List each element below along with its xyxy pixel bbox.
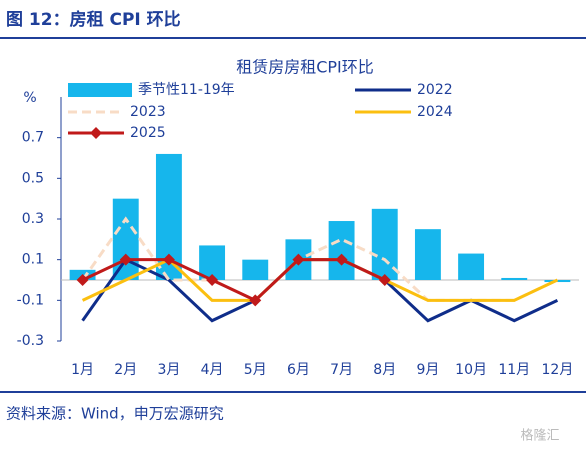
x-tick-label: 6月 [287, 362, 310, 378]
x-tick-label: 3月 [157, 362, 180, 378]
x-tick-label: 9月 [416, 362, 439, 378]
line-series [81, 257, 559, 323]
legend-label: 2023 [130, 104, 166, 120]
watermark: 格隆汇 [520, 428, 559, 444]
y-tick-label: 0.7 [22, 130, 44, 146]
x-tick-label: 12月 [542, 362, 574, 378]
marker [292, 253, 305, 266]
line-series [81, 258, 386, 303]
bar [112, 198, 139, 280]
bar [328, 221, 355, 280]
bar [242, 259, 269, 280]
source: 资料来源：Wind，申万宏源研究 [6, 405, 224, 423]
marker [249, 294, 262, 307]
legend-label: 2024 [417, 104, 453, 120]
marker [335, 253, 348, 266]
chart-title: 租赁房房租CPI环比 [236, 58, 374, 77]
legend-swatch [68, 83, 132, 97]
y-label: % [23, 90, 36, 106]
legend-label: 季节性11-19年 [138, 82, 235, 98]
marker [378, 274, 391, 286]
header-title: 图 12：房租 CPI 环比 [6, 9, 181, 30]
bar [458, 253, 485, 280]
y-tick-label: -0.3 [17, 333, 44, 349]
x-tick-label: 4月 [201, 362, 224, 378]
marker [76, 274, 89, 286]
y-tick-label: 0.5 [22, 170, 44, 186]
x-tick-label: 7月 [330, 362, 353, 378]
legend-label: 2022 [417, 82, 453, 98]
bar [501, 277, 528, 280]
legend-label: 2025 [130, 125, 166, 141]
bar [414, 229, 441, 280]
x-tick-label: 1月 [71, 362, 94, 378]
y-tick-label: 0.1 [22, 252, 44, 268]
x-tick-label: 2月 [114, 362, 137, 378]
y-tick-label: -0.1 [17, 292, 44, 308]
y-tick-label: 0.3 [22, 211, 44, 227]
legend-marker [90, 127, 102, 139]
marker [206, 274, 219, 286]
x-tick-label: 8月 [373, 362, 396, 378]
marker [119, 253, 132, 266]
x-tick-label: 5月 [244, 362, 267, 378]
x-tick-label: 10月 [455, 362, 487, 378]
marker [162, 253, 175, 266]
x-tick-label: 11月 [498, 362, 530, 378]
